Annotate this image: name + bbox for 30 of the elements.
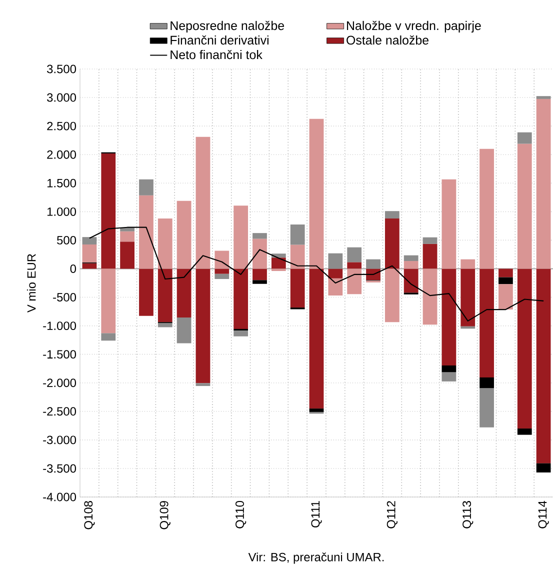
- x-tick-label: Q113: [462, 501, 474, 528]
- legend-label: Finančni derivativi: [170, 35, 268, 45]
- y-tick-label: 1.000: [47, 207, 76, 216]
- y-tick-label: -3.500: [43, 464, 76, 473]
- y-tick-label: -2.000: [43, 378, 76, 388]
- x-tick-label: Q109: [160, 501, 170, 530]
- legend-label: Naložbe v vredn. papirje: [347, 20, 481, 33]
- y-tick-label: 3.500: [47, 64, 76, 74]
- y-tick-label: -4.000: [43, 492, 76, 502]
- x-tick-label: Q110: [236, 500, 246, 528]
- legend-label: Neto finančni tok: [170, 50, 262, 60]
- y-axis-title: V mio EUR: [26, 254, 36, 313]
- y-tick-label: 2.500: [47, 122, 76, 130]
- y-tick-label: -3.000: [43, 436, 76, 444]
- x-tick-label: Q111: [311, 501, 322, 528]
- y-tick-label: -2.500: [43, 407, 76, 416]
- y-tick-label: 0: [70, 264, 76, 273]
- x-tick-label: Q108: [84, 501, 95, 530]
- y-tick-label: -1.000: [43, 322, 76, 330]
- x-tick-label: Q112: [386, 501, 398, 528]
- y-tick-label: -500: [53, 293, 76, 302]
- x-tick-label: Q114: [538, 500, 549, 528]
- y-tick-label: 1.500: [47, 178, 76, 188]
- y-tick-label: 500: [57, 236, 76, 244]
- y-tick-label: 3.000: [47, 93, 76, 102]
- legend-label: Ostale naložbe: [346, 35, 428, 45]
- y-tick-label: 2.000: [47, 150, 76, 159]
- y-tick-label: -1.500: [43, 350, 76, 359]
- legend-label: Neposredne naložbe: [170, 20, 284, 33]
- text: Vir: BS, preračuni UMAR.: [248, 552, 384, 564]
